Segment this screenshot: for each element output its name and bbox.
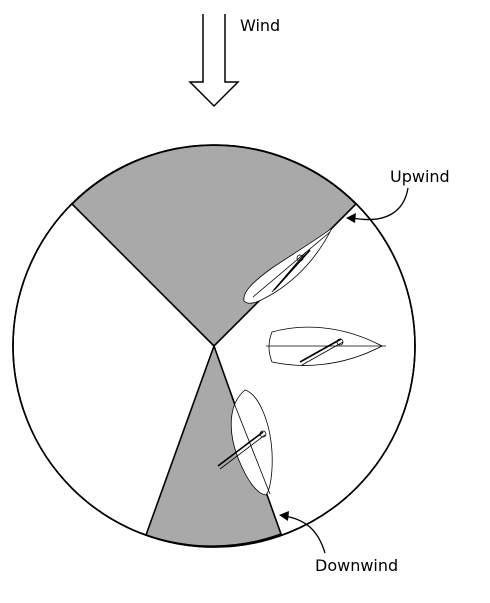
upwind-arrowhead-icon [346, 213, 356, 223]
close-hauled-boat-icon [243, 227, 333, 304]
wind-label: Wind [240, 16, 280, 35]
downwind-arrowhead-icon [279, 511, 289, 521]
downwind-leader-line [284, 515, 326, 554]
beam-reach-boat-icon [266, 326, 386, 366]
broad-reach-boat-icon [217, 389, 273, 496]
upwind-leader-line [351, 187, 409, 221]
circle-outline [12, 144, 416, 548]
wind-arrow-icon [188, 14, 240, 108]
upwind-label: Upwind [390, 167, 450, 186]
downwind-label: Downwind [315, 556, 398, 575]
